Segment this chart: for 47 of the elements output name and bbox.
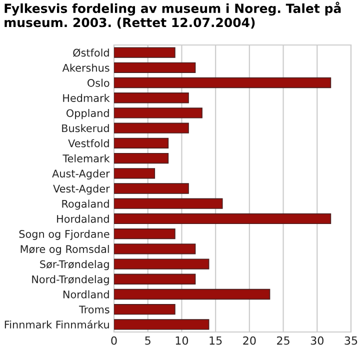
x-tick-label: 0	[111, 336, 117, 345]
bar	[114, 244, 196, 254]
bar	[114, 122, 189, 134]
bar	[114, 319, 210, 330]
x-tick-label: 10	[176, 336, 188, 345]
bar	[114, 198, 223, 209]
y-tick-label: Nord-Trøndelag	[32, 275, 109, 286]
y-tick-label: Aust-Agder	[52, 169, 110, 180]
bar	[114, 47, 176, 58]
y-tick-label: Nordland	[63, 290, 109, 298]
bar	[114, 168, 156, 179]
y-tick-label: Sør-Trøndelag	[40, 260, 109, 270]
y-tick-label: Østfold	[73, 48, 109, 57]
y-tick-label: Møre og Romsdal	[20, 244, 109, 256]
bar	[114, 304, 176, 315]
x-tick-label: 5	[145, 336, 150, 345]
y-tick-label: Akershus	[62, 64, 110, 72]
bar	[114, 108, 202, 118]
x-tick-label: 25	[277, 336, 290, 345]
y-tick-label: Oppland	[66, 109, 109, 120]
y-tick-label: Finnmark Finnmárku	[4, 320, 109, 329]
bar	[114, 213, 332, 224]
bar	[114, 92, 189, 104]
bar	[114, 152, 169, 164]
bar	[114, 288, 270, 300]
bar	[114, 183, 189, 194]
chart-title: Fylkesvis fordeling av museum i Noreg. Talet på museum. 2003. (Rettet 12.07.2004)	[4, 2, 341, 29]
x-tick-label: 30	[310, 336, 324, 345]
y-tick-label: Vestfold	[68, 139, 109, 148]
bar	[114, 228, 176, 240]
bar	[114, 77, 332, 88]
y-tick-label: Hedmark	[63, 94, 110, 102]
x-tick-label: 15	[210, 336, 222, 345]
bar	[114, 62, 196, 73]
bar	[114, 274, 196, 284]
x-tick-label: 20	[243, 336, 256, 345]
bar	[114, 138, 169, 149]
x-tick-label: 35	[344, 336, 358, 345]
y-tick-label: Vest-Agder	[53, 184, 110, 195]
y-tick-label: Hordaland	[57, 214, 109, 223]
y-tick-label: Telemark	[62, 154, 110, 162]
bar	[114, 258, 210, 270]
y-tick-label: Sogn og Fjordane	[19, 230, 110, 240]
y-tick-label: Oslo	[88, 78, 110, 87]
y-tick-label: Troms	[78, 306, 110, 314]
y-tick-label: Buskerud	[62, 124, 109, 132]
y-tick-label: Rogaland	[62, 200, 109, 210]
